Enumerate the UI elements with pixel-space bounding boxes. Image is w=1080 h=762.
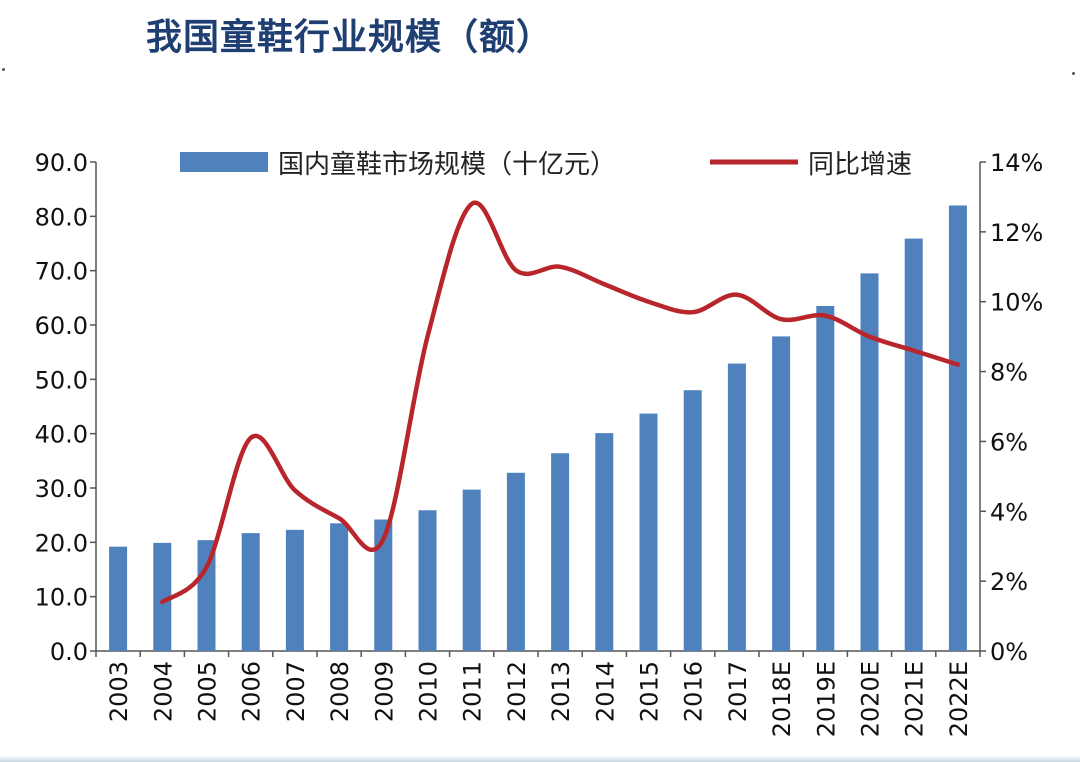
legend-swatch-bar [180,152,268,172]
bar [727,363,746,651]
y-left-tick-label: 10.0 [35,584,88,612]
x-tick-label: 2007 [282,661,310,722]
y-left-tick-label: 0.0 [50,638,88,666]
x-tick-label: 2009 [370,661,398,722]
x-tick-label: 2021E [901,661,929,737]
x-tick-label: 2016 [680,661,708,722]
bar [241,533,260,651]
y-left-tick-label: 90.0 [35,149,88,177]
x-tick-label: 2012 [503,661,531,722]
y-right-tick-label: 10% [990,289,1043,317]
x-tick-label: 2005 [194,661,222,722]
bar [683,390,702,651]
x-tick-label: 2014 [591,661,619,722]
x-tick-label: 2013 [547,661,575,722]
growth-line [160,200,961,605]
legend-label-bar: 国内童鞋市场规模（十亿元） [278,150,616,180]
bar [330,523,349,651]
bar [816,305,835,651]
bar [948,205,967,651]
x-tick-label: 2017 [724,661,752,722]
x-tick-label: 2020E [857,661,885,737]
y-left-tick-label: 40.0 [35,421,88,449]
bar [772,336,791,651]
x-tick-label: 2022E [945,661,973,737]
bar-series [109,205,967,652]
decor-dot-right [1072,72,1075,75]
x-tick-label: 2019E [812,661,840,737]
bar [153,542,172,651]
line-series [160,200,961,605]
legend-label-line: 同比增速 [808,150,912,180]
bar [639,413,658,651]
bar [904,238,923,652]
y-right-tick-label: 8% [990,359,1028,387]
bar [506,472,525,651]
bar [109,546,128,651]
x-tick-labels: 2003 2004 2005 2006 2007 2008 2009 2010 2011 2012… [105,661,973,737]
x-tick-label: 2018E [768,661,796,737]
x-tick-label: 2011 [459,661,487,722]
y-right-tick-label: 0% [990,638,1028,666]
y-left-tick-label: 80.0 [35,203,88,231]
y-left-tick-label: 50.0 [35,366,88,394]
y-left-tick-label: 70.0 [35,258,88,286]
x-tick-label: 2004 [149,661,177,722]
bar [418,510,437,651]
decor-dot-left [2,68,5,71]
bottom-rule [0,756,1080,762]
bar [595,433,614,651]
x-tick-label: 2015 [636,661,664,722]
bar [197,540,216,651]
x-tick-label: 2006 [238,661,266,722]
y-right-tick-label: 4% [990,498,1028,526]
bar [551,453,570,651]
y-right-tick-label: 2% [990,568,1028,596]
y-right-tick-label: 14% [990,149,1043,177]
x-tick-label: 2003 [105,661,133,722]
legend: 国内童鞋市场规模（十亿元） 同比增速 [180,150,912,180]
y-left-tick-label: 20.0 [35,529,88,557]
bar [285,529,304,651]
y-right-tick-label: 6% [990,428,1028,456]
x-tick-label: 2010 [415,661,443,722]
y-right-tick-label: 12% [990,219,1043,247]
y-left-tick-label: 60.0 [35,312,88,340]
bar [860,273,879,651]
y-left-tick-label: 30.0 [35,475,88,503]
axes: 0.0 10.0 20.0 30.0 40.0 50.0 60.0 70.0 80.0 90.0 0… [35,149,1044,666]
chart-title: 我国童鞋行业规模（额） [146,17,554,58]
x-tick-label: 2008 [326,661,354,722]
bar [374,519,393,651]
bar [462,489,481,651]
